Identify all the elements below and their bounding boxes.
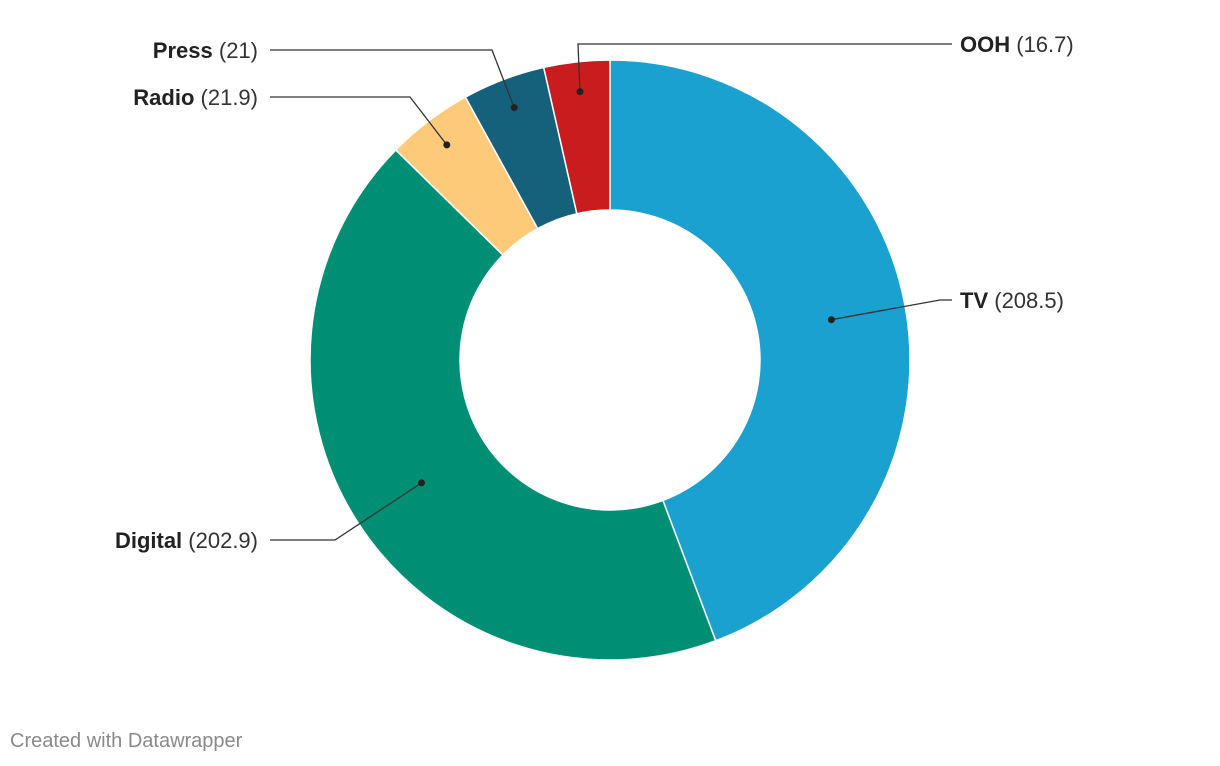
leader-dot-digital — [418, 479, 426, 487]
leader-dot-ooh — [576, 88, 584, 96]
slice-label-ooh: OOH (16.7) — [960, 32, 1074, 57]
leader-dot-radio — [443, 141, 451, 149]
slice-tv — [609, 59, 911, 642]
leader-line-tv — [831, 299, 952, 321]
slice-digital — [309, 148, 717, 661]
slice-label-tv: TV (208.5) — [960, 288, 1064, 313]
slice-label-radio: Radio (21.9) — [133, 85, 258, 110]
leader-line-digital — [270, 482, 422, 541]
leader-dot-tv — [827, 316, 835, 324]
leader-line-press — [270, 49, 515, 108]
slice-ooh — [542, 59, 611, 215]
leader-dot-press — [510, 104, 518, 112]
slice-label-press: Press (21) — [153, 38, 258, 63]
leader-line-ooh — [577, 43, 952, 92]
leader-line-radio — [270, 96, 448, 146]
footer-credit: Created with Datawrapper — [10, 730, 243, 752]
slice-label-digital: Digital (202.9) — [115, 528, 258, 553]
